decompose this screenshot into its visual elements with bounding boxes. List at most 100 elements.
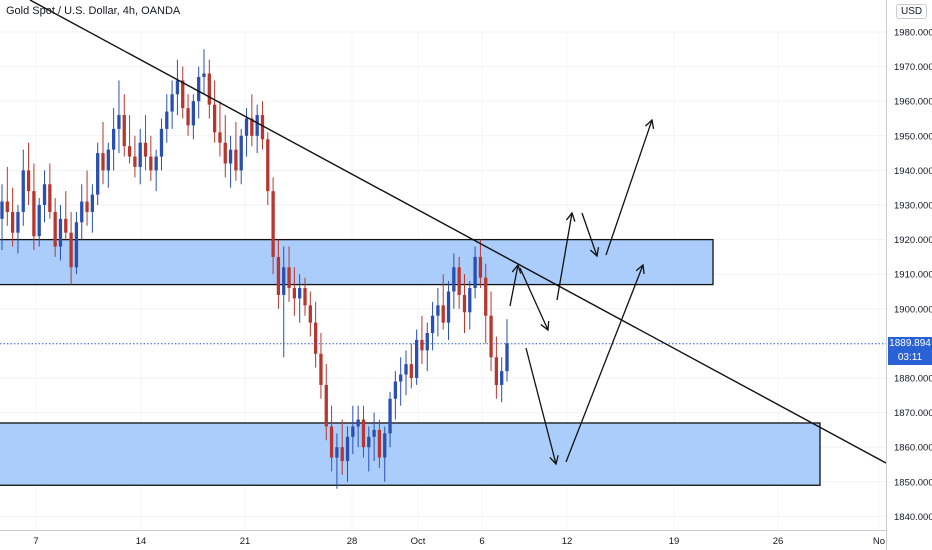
arrow-head xyxy=(540,320,550,332)
y-tick-label: 1980.000 xyxy=(894,28,932,39)
candle xyxy=(37,198,41,247)
candle-body xyxy=(430,315,435,334)
candle xyxy=(181,66,185,119)
candle-body xyxy=(489,315,493,358)
x-tick-label: 6 xyxy=(479,536,484,547)
candle-body xyxy=(170,94,174,112)
candle-body xyxy=(377,429,382,458)
candle xyxy=(404,350,408,396)
candle-body xyxy=(383,433,387,458)
candle xyxy=(361,405,366,458)
trendline xyxy=(29,0,887,464)
candle xyxy=(436,288,440,337)
chart-title: Gold Spot / U.S. Dollar, 4h, OANDA xyxy=(6,5,181,17)
candle-body xyxy=(69,232,73,268)
candle xyxy=(287,246,291,302)
candle xyxy=(154,149,158,192)
candle xyxy=(207,59,211,119)
candles xyxy=(0,49,509,489)
candle xyxy=(80,184,84,240)
candle-body xyxy=(207,73,211,105)
candle-body xyxy=(37,205,41,237)
candle xyxy=(319,333,323,399)
candle-body xyxy=(351,426,355,437)
candle-body xyxy=(212,104,217,133)
candle xyxy=(0,184,4,250)
arrow-head xyxy=(589,247,600,258)
arrow-shaft xyxy=(565,264,644,463)
candle-body xyxy=(255,115,259,136)
x-tick-label: 14 xyxy=(136,536,147,547)
candle xyxy=(457,256,461,309)
projection-arrow xyxy=(519,267,550,332)
candle xyxy=(106,142,110,188)
arrow-head xyxy=(644,118,655,129)
candle-body xyxy=(335,447,339,458)
x-tick-label: 28 xyxy=(347,536,358,547)
candle-body xyxy=(473,256,477,289)
candle xyxy=(96,142,100,205)
y-tick-label: 1950.000 xyxy=(894,131,932,142)
candle-body xyxy=(202,73,206,77)
x-tick-label: 19 xyxy=(669,536,680,547)
candle xyxy=(377,419,382,468)
candle-body xyxy=(425,333,429,351)
candle xyxy=(494,336,499,399)
candle-body xyxy=(441,305,445,323)
y-tick-label: 1840.000 xyxy=(894,512,932,523)
candle xyxy=(484,263,488,344)
candle-body xyxy=(457,267,461,295)
candle xyxy=(111,108,116,171)
projection-arrow xyxy=(525,347,559,466)
candle-body xyxy=(42,184,47,205)
candle xyxy=(191,94,196,140)
candle-body xyxy=(74,222,79,268)
candle xyxy=(478,239,483,289)
candle-body xyxy=(175,80,180,95)
candle xyxy=(282,246,286,358)
candle xyxy=(42,170,47,223)
candle-body xyxy=(393,381,398,399)
candle xyxy=(197,66,201,119)
candle xyxy=(74,211,79,275)
candle xyxy=(372,412,376,462)
candle-body xyxy=(308,305,312,323)
candle xyxy=(468,281,472,330)
candle xyxy=(218,101,222,157)
candle-body xyxy=(101,153,105,171)
candle xyxy=(133,135,137,178)
candle xyxy=(101,121,105,185)
candle-body xyxy=(468,288,472,313)
candle xyxy=(127,115,132,164)
candle-body xyxy=(133,156,137,167)
candle-body xyxy=(319,353,323,385)
candle-body xyxy=(298,288,302,299)
candle-body xyxy=(266,139,270,192)
y-tick-label: 1930.000 xyxy=(894,201,932,212)
currency-button[interactable]: USD xyxy=(896,4,928,19)
candle-body xyxy=(446,291,451,323)
candle-body xyxy=(399,374,403,382)
candle xyxy=(473,246,477,299)
x-tick-label: 21 xyxy=(240,536,251,547)
candle xyxy=(420,315,424,365)
candle-body xyxy=(276,256,281,295)
x-tick-label: 12 xyxy=(562,536,573,547)
candle-body xyxy=(149,156,153,171)
projection-arrow xyxy=(556,211,576,301)
candle-body xyxy=(478,256,483,278)
candle xyxy=(90,184,95,233)
y-tick-label: 1960.000 xyxy=(894,97,932,108)
candle xyxy=(69,211,73,285)
candle xyxy=(340,419,344,475)
candle xyxy=(10,187,15,247)
arrow-shaft xyxy=(581,212,598,257)
candle-body xyxy=(324,384,328,427)
candle xyxy=(399,357,403,406)
candle-body xyxy=(85,201,89,212)
candle xyxy=(446,281,451,340)
candle xyxy=(202,49,206,95)
y-tick-label: 1910.000 xyxy=(894,270,932,281)
